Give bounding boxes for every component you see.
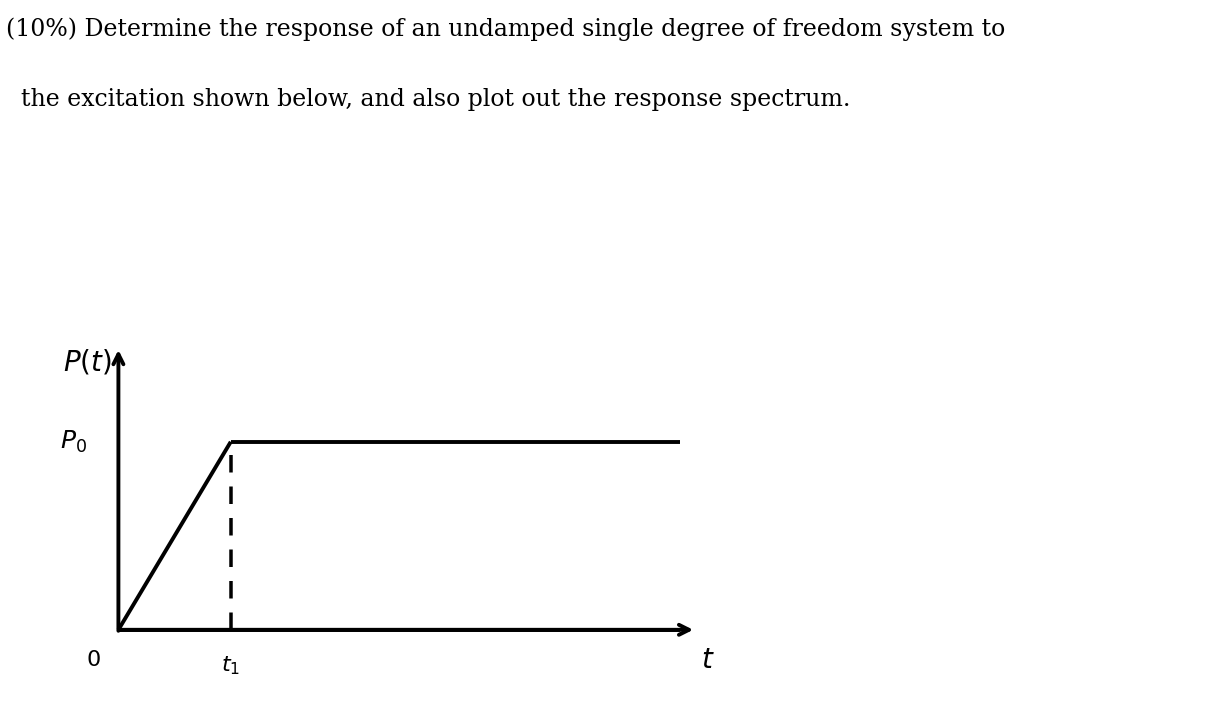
Text: (10%) Determine the response of an undamped single degree of freedom system to: (10%) Determine the response of an undam… <box>6 18 1006 41</box>
Text: $t$: $t$ <box>702 646 715 674</box>
Text: the excitation shown below, and also plot out the response spectrum.: the excitation shown below, and also plo… <box>6 88 851 111</box>
Text: $t_1$: $t_1$ <box>221 654 241 677</box>
Text: $0$: $0$ <box>86 649 102 670</box>
Text: $P(t)$: $P(t)$ <box>63 348 111 376</box>
Text: $P_0$: $P_0$ <box>60 429 87 455</box>
